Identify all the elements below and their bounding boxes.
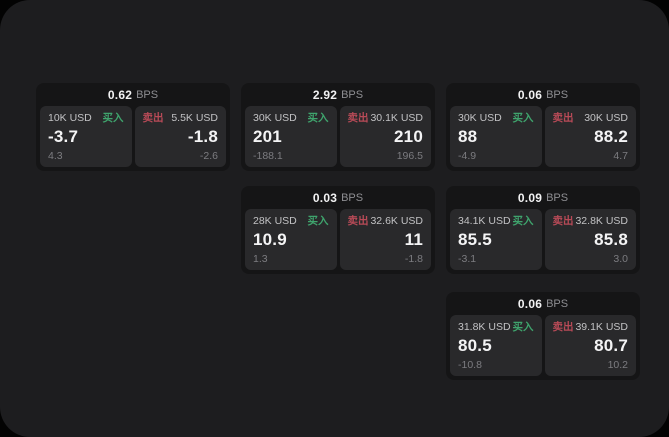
sell-sub-value: -1.8 xyxy=(404,253,423,265)
buy-panel[interactable]: 10K USD 买入 -3.7 4.3 xyxy=(40,106,132,167)
card-header: 0.09 BPS xyxy=(446,186,640,209)
sell-side-label: 卖出 xyxy=(552,112,574,124)
sell-value: 80.7 xyxy=(594,336,628,355)
buy-size: 30K USD xyxy=(458,112,502,124)
sell-size: 32.6K USD xyxy=(370,215,423,227)
card-header: 0.62 BPS xyxy=(36,83,230,106)
buy-panel[interactable]: 34.1K USD 买入 85.5 -3.1 xyxy=(450,209,542,270)
buy-value: 88 xyxy=(458,127,478,146)
buy-side-label: 买入 xyxy=(512,321,534,333)
sell-side-label: 卖出 xyxy=(347,112,369,124)
sell-side-label: 卖出 xyxy=(552,321,574,333)
bps-value: 0.06 xyxy=(517,87,543,102)
buy-size: 34.1K USD xyxy=(458,215,511,227)
panels: 28K USD 买入 10.9 1.3 卖出 32.6K USD 11 -1.8 xyxy=(241,209,435,270)
panels: 34.1K USD 买入 85.5 -3.1 卖出 32.8K USD 85.8… xyxy=(446,209,640,270)
sell-side-label: 卖出 xyxy=(347,215,369,227)
quote-card-1: 0.62 BPS 10K USD 买入 -3.7 4.3 卖出 5.5K USD xyxy=(36,83,230,171)
sell-panel[interactable]: 卖出 30.1K USD 210 196.5 xyxy=(339,106,431,167)
sell-value: -1.8 xyxy=(187,127,218,146)
buy-value: 201 xyxy=(253,127,282,146)
sell-sub-value: 4.7 xyxy=(613,150,628,162)
buy-size: 30K USD xyxy=(253,112,297,124)
buy-side-label: 买入 xyxy=(307,112,329,124)
buy-sub-value: 1.3 xyxy=(253,253,268,265)
buy-value: 10.9 xyxy=(253,230,287,249)
bps-value: 0.06 xyxy=(517,296,543,311)
sell-value: 11 xyxy=(404,230,423,249)
quote-card-4: 0.03 BPS 28K USD 买入 10.9 1.3 卖出 32.6K US… xyxy=(241,186,435,274)
sell-value: 210 xyxy=(394,127,423,146)
buy-size: 10K USD xyxy=(48,112,92,124)
buy-side-label: 买入 xyxy=(102,112,124,124)
panels: 31.8K USD 买入 80.5 -10.8 卖出 39.1K USD 80.… xyxy=(446,315,640,376)
card-header: 0.03 BPS xyxy=(241,186,435,209)
buy-panel[interactable]: 30K USD 买入 88 -4.9 xyxy=(450,106,542,167)
sell-sub-value: 3.0 xyxy=(613,253,628,265)
buy-side-label: 买入 xyxy=(512,215,534,227)
sell-side-label: 卖出 xyxy=(552,215,574,227)
bps-unit-label: BPS xyxy=(341,88,364,101)
card-header: 0.06 BPS xyxy=(446,292,640,315)
sell-size: 32.8K USD xyxy=(575,215,628,227)
sell-value: 85.8 xyxy=(594,230,628,249)
buy-side-label: 买入 xyxy=(512,112,534,124)
buy-side-label: 买入 xyxy=(307,215,329,227)
sell-sub-value: 10.2 xyxy=(607,359,628,371)
sell-sub-value: -2.6 xyxy=(199,150,218,162)
bps-value: 2.92 xyxy=(312,87,338,102)
bps-value: 0.03 xyxy=(312,190,338,205)
sell-panel[interactable]: 卖出 32.6K USD 11 -1.8 xyxy=(339,209,431,270)
buy-sub-value: -4.9 xyxy=(458,150,477,162)
buy-size: 31.8K USD xyxy=(458,321,511,333)
bps-unit-label: BPS xyxy=(136,88,159,101)
card-header: 0.06 BPS xyxy=(446,83,640,106)
quote-card-6: 0.06 BPS 31.8K USD 买入 80.5 -10.8 卖出 39.1… xyxy=(446,292,640,380)
buy-sub-value: -188.1 xyxy=(253,150,283,162)
sell-size: 5.5K USD xyxy=(171,112,218,124)
sell-side-label: 卖出 xyxy=(142,112,164,124)
sell-size: 30.1K USD xyxy=(370,112,423,124)
bps-value: 0.62 xyxy=(107,87,133,102)
quote-card-3: 0.06 BPS 30K USD 买入 88 -4.9 卖出 30K USD xyxy=(446,83,640,171)
panels: 30K USD 买入 88 -4.9 卖出 30K USD 88.2 4.7 xyxy=(446,106,640,167)
bps-unit-label: BPS xyxy=(546,191,569,204)
sell-sub-value: 196.5 xyxy=(396,150,423,162)
panels: 30K USD 买入 201 -188.1 卖出 30.1K USD 210 1… xyxy=(241,106,435,167)
quote-card-5: 0.09 BPS 34.1K USD 买入 85.5 -3.1 卖出 32.8K… xyxy=(446,186,640,274)
sell-value: 88.2 xyxy=(594,127,628,146)
sell-panel[interactable]: 卖出 32.8K USD 85.8 3.0 xyxy=(544,209,636,270)
buy-value: -3.7 xyxy=(48,127,79,146)
buy-panel[interactable]: 31.8K USD 买入 80.5 -10.8 xyxy=(450,315,542,376)
sell-panel[interactable]: 卖出 5.5K USD -1.8 -2.6 xyxy=(134,106,226,167)
card-header: 2.92 BPS xyxy=(241,83,435,106)
bps-value: 0.09 xyxy=(517,190,543,205)
bps-unit-label: BPS xyxy=(546,297,569,310)
bps-unit-label: BPS xyxy=(546,88,569,101)
sell-size: 30K USD xyxy=(584,112,628,124)
buy-panel[interactable]: 30K USD 买入 201 -188.1 xyxy=(245,106,337,167)
bps-unit-label: BPS xyxy=(341,191,364,204)
sell-size: 39.1K USD xyxy=(575,321,628,333)
buy-sub-value: -3.1 xyxy=(458,253,477,265)
buy-value: 80.5 xyxy=(458,336,492,355)
buy-value: 85.5 xyxy=(458,230,492,249)
buy-panel[interactable]: 28K USD 买入 10.9 1.3 xyxy=(245,209,337,270)
sell-panel[interactable]: 卖出 30K USD 88.2 4.7 xyxy=(544,106,636,167)
quote-card-2: 2.92 BPS 30K USD 买入 201 -188.1 卖出 30.1K … xyxy=(241,83,435,171)
sell-panel[interactable]: 卖出 39.1K USD 80.7 10.2 xyxy=(544,315,636,376)
buy-size: 28K USD xyxy=(253,215,297,227)
buy-sub-value: 4.3 xyxy=(48,150,63,162)
buy-sub-value: -10.8 xyxy=(458,359,482,371)
panels: 10K USD 买入 -3.7 4.3 卖出 5.5K USD -1.8 -2.… xyxy=(36,106,230,167)
